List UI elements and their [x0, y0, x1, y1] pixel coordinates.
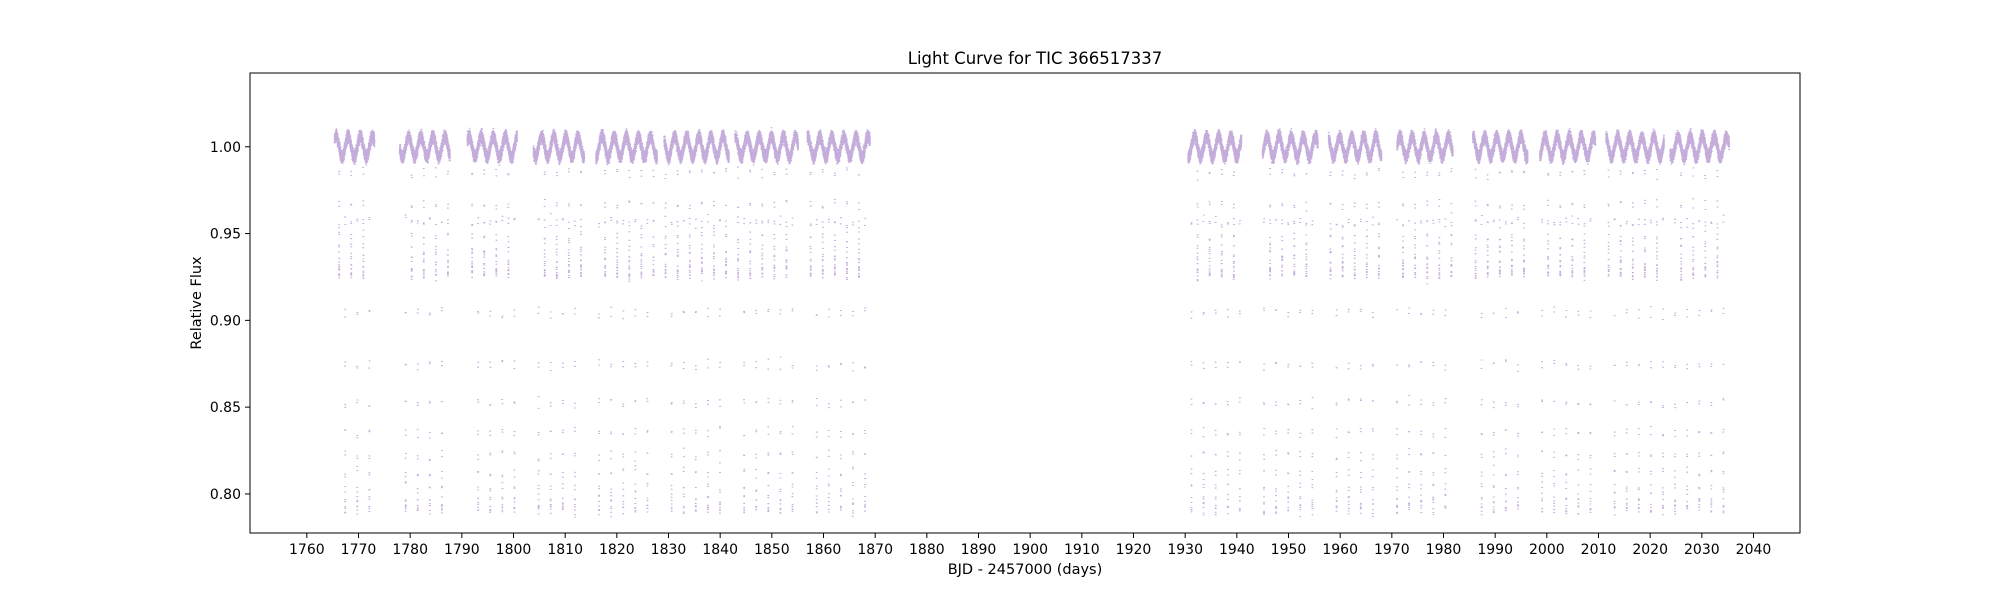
y-tick-label: 0.80	[210, 487, 241, 503]
flux-points	[595, 128, 659, 518]
x-tick-label: 1820	[599, 542, 635, 558]
x-tick-label: 1860	[806, 542, 842, 558]
flux-points	[1471, 129, 1529, 516]
x-tick-label: 1770	[341, 542, 377, 558]
x-tick-label: 2040	[1736, 542, 1772, 558]
y-axis-label: Relative Flux	[189, 256, 205, 350]
sector-segment	[663, 128, 730, 514]
flux-points	[398, 128, 451, 515]
x-tick-label: 2030	[1684, 542, 1720, 558]
sector-segment	[1261, 128, 1319, 518]
sector-segment	[595, 128, 659, 518]
x-tick-label: 1760	[289, 542, 325, 558]
x-tick-label: 1940	[1219, 542, 1255, 558]
flux-points	[532, 128, 586, 518]
flux-points	[734, 127, 800, 514]
sector-segment	[1395, 128, 1454, 516]
plot-frame	[249, 72, 1801, 534]
x-tick-label: 1830	[651, 542, 687, 558]
x-tick-label: 1880	[909, 542, 945, 558]
y-tick-label: 0.85	[210, 400, 241, 416]
data-points	[333, 127, 1731, 518]
x-tick-label: 1840	[702, 542, 738, 558]
x-tick-label: 1780	[392, 542, 428, 558]
x-tick-label: 1890	[961, 542, 997, 558]
sector-segment	[532, 128, 586, 518]
y-axis: 0.80 0.85 0.90 0.95 1.00	[210, 140, 250, 503]
x-tick-label: 1800	[496, 542, 532, 558]
x-tick-label: 1980	[1426, 542, 1462, 558]
flux-points	[466, 127, 519, 513]
x-tick-label: 1920	[1116, 542, 1152, 558]
x-tick-label: 1850	[754, 542, 790, 558]
x-tick-label: 2010	[1581, 542, 1617, 558]
y-tick-label: 0.95	[210, 227, 241, 243]
y-tick-label: 0.90	[210, 313, 241, 329]
x-tick-label: 1930	[1167, 542, 1203, 558]
sector-segment	[1327, 128, 1383, 517]
x-tick-label: 1970	[1374, 542, 1410, 558]
x-axis: 1760 1770 1780 1790 1800 1810 1820 1830 1840 1850…	[289, 533, 1771, 558]
sector-segment	[333, 128, 376, 515]
sector-segment	[466, 127, 519, 513]
x-axis-label: BJD - 2457000 (days)	[948, 562, 1103, 578]
x-tick-label: 1950	[1271, 542, 1307, 558]
flux-points	[333, 128, 376, 515]
x-tick-label: 1870	[857, 542, 893, 558]
flux-points	[1605, 128, 1666, 516]
sector-segment	[806, 129, 871, 517]
flux-points	[1669, 128, 1731, 515]
chart-title: Light Curve for TIC 366517337	[908, 49, 1162, 68]
sector-segment	[734, 127, 800, 514]
flux-points	[1187, 128, 1243, 516]
flux-points	[1327, 128, 1383, 517]
sector-segment	[1471, 129, 1529, 516]
x-tick-label: 2000	[1529, 542, 1565, 558]
sector-segment	[1669, 128, 1731, 515]
flux-points	[1539, 128, 1597, 515]
y-tick-label: 1.00	[210, 140, 241, 156]
x-tick-label: 1810	[547, 542, 583, 558]
x-tick-label: 1990	[1477, 542, 1513, 558]
flux-points	[1261, 128, 1319, 518]
flux-points	[1395, 128, 1454, 516]
sector-segment	[1605, 128, 1666, 516]
x-tick-label: 1790	[444, 542, 480, 558]
x-tick-label: 1960	[1322, 542, 1358, 558]
sector-segment	[1187, 128, 1243, 516]
x-tick-label: 2020	[1632, 542, 1668, 558]
sector-segment	[398, 128, 451, 515]
x-tick-label: 1900	[1012, 542, 1048, 558]
flux-points	[663, 128, 730, 514]
flux-points	[806, 129, 871, 517]
sector-segment	[1539, 128, 1597, 515]
x-tick-label: 1910	[1064, 542, 1100, 558]
